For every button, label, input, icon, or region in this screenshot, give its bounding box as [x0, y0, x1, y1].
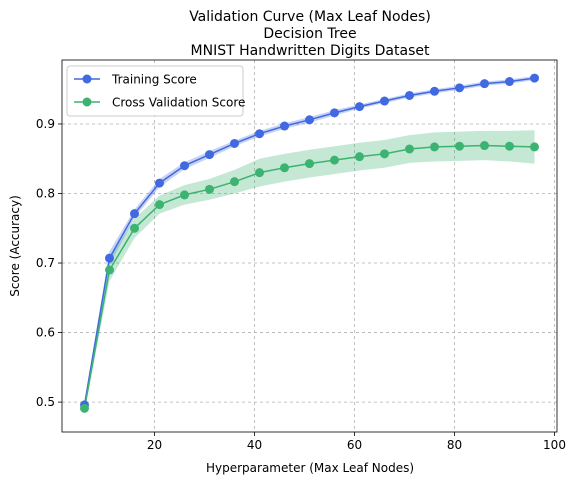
y-tick-label-3: 0.8: [36, 187, 55, 201]
series-line-1: [83, 144, 535, 409]
legend-label-cv: Cross Validation Score: [112, 96, 245, 110]
data-point-series-1-14: [430, 142, 439, 152]
x-tick-label-4: 100: [543, 438, 566, 452]
data-point-series-0-13: [405, 90, 414, 100]
data-point-series-1-2: [130, 223, 139, 233]
series-lines: [83, 77, 535, 409]
data-point-series-1-15: [455, 141, 464, 151]
series-line-0: [83, 77, 535, 406]
chart-title: Validation Curve (Max Leaf Nodes) Decisi…: [189, 9, 431, 59]
x-axis-label: Hyperparameter (Max Leaf Nodes): [206, 461, 414, 475]
y-tick-label-1: 0.6: [36, 326, 55, 340]
data-point-series-1-11: [355, 152, 364, 162]
data-point-series-1-16: [480, 141, 489, 151]
data-point-series-0-16: [480, 79, 489, 89]
plot-area-frame: [61, 59, 558, 433]
data-point-series-1-0: [80, 403, 89, 413]
data-point-series-1-7: [255, 168, 264, 178]
chart-title-line-3: MNIST Handwritten Digits Dataset: [191, 43, 430, 59]
data-point-series-1-5: [205, 184, 214, 194]
data-point-series-0-3: [155, 178, 164, 188]
data-point-series-1-9: [305, 159, 314, 169]
data-point-series-1-4: [180, 190, 189, 200]
data-point-series-1-17: [505, 141, 514, 151]
legend-marker-training: [82, 74, 92, 84]
legend-marker-cv: [82, 97, 92, 107]
std-band-series-0: [84, 75, 535, 407]
data-point-series-1-1: [105, 265, 114, 275]
data-point-series-0-6: [230, 138, 239, 148]
data-point-series-1-18: [530, 142, 539, 152]
data-point-series-0-11: [355, 102, 364, 112]
axis-ticks: 20 40 60 80 100 0.5 0.6 0.7 0.8 0.9: [36, 117, 566, 452]
legend: Training Score Cross Validation Score: [66, 65, 245, 117]
data-point-series-0-18: [530, 73, 539, 83]
x-tick-label-1: 40: [247, 438, 262, 452]
std-band-series-1: [84, 130, 535, 412]
y-axis-label: Score (Accuracy): [8, 195, 22, 297]
data-point-series-1-13: [405, 144, 414, 154]
data-point-series-1-8: [280, 163, 289, 173]
data-point-series-0-17: [505, 77, 514, 87]
data-point-series-0-8: [280, 121, 289, 131]
data-point-series-0-2: [130, 209, 139, 219]
data-point-series-0-10: [330, 108, 339, 118]
data-point-series-0-5: [205, 150, 214, 160]
data-point-series-0-1: [105, 253, 114, 263]
chart-title-line-1: Validation Curve (Max Leaf Nodes): [189, 9, 431, 25]
std-bands: [84, 75, 535, 412]
data-point-series-1-6: [230, 177, 239, 187]
data-point-series-1-10: [330, 155, 339, 165]
data-point-series-0-4: [180, 161, 189, 171]
data-point-series-0-7: [255, 129, 264, 139]
x-tick-label-0: 20: [147, 438, 162, 452]
data-point-series-0-14: [430, 86, 439, 96]
legend-label-training: Training Score: [111, 73, 197, 87]
y-tick-label-4: 0.9: [36, 117, 55, 131]
series-points: [80, 73, 539, 413]
legend-box: [66, 65, 244, 117]
data-point-series-1-3: [155, 200, 164, 210]
y-tick-label-2: 0.7: [36, 256, 55, 270]
chart-title-line-2: Decision Tree: [263, 26, 356, 42]
data-point-series-0-12: [380, 96, 389, 106]
y-tick-label-0: 0.5: [36, 395, 55, 409]
x-tick-label-3: 80: [447, 438, 462, 452]
data-point-series-0-15: [455, 83, 464, 93]
data-point-series-1-12: [380, 149, 389, 159]
data-point-series-0-9: [305, 115, 314, 125]
x-tick-label-2: 60: [347, 438, 362, 452]
